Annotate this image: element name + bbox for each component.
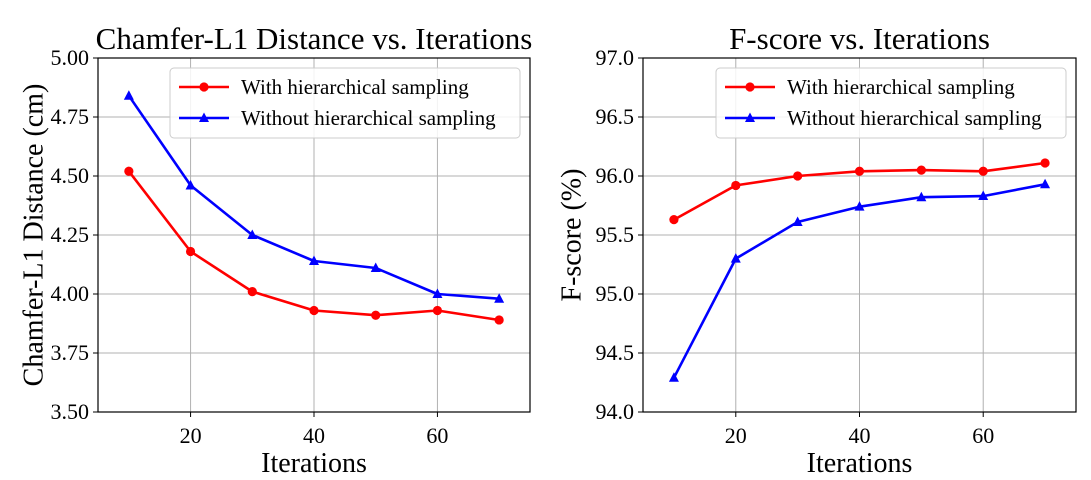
chart2-series-2-point [792,216,803,227]
chart-2: 20 40 60 94.0 94.5 95.0 95.5 96.0 96.5 97.0 F-scor… [557,21,1077,479]
chart2-series-1-point [793,171,803,181]
chart1-series-1-point [494,315,504,325]
chart1-xtick-label: 40 [303,423,325,448]
chart1-series-2-point [123,90,134,100]
chart2-series-1-point [731,180,741,191]
chart2-ytick-label: 96.5 [596,104,635,129]
chart2-series-2-point [668,372,679,382]
chart2-legend: With hierarchical sampling Without hierar… [715,67,1067,139]
chart2-xtick-label: 20 [725,423,747,448]
chart2-series-1-point [854,166,865,176]
chart1-xtick-label: 60 [426,423,448,448]
chart2-legend-label: With hierarchical sampling [787,75,1015,99]
chart1-series-1-point [247,287,257,297]
chart1-series-1-point [185,246,196,257]
chart1-series-1-point [371,310,381,320]
chart2-ytick-label: 95.5 [596,222,635,247]
chart2-legend-marker [745,82,755,92]
chart1-ytick-label: 4.50 [51,163,90,188]
chart1-series-2-point [494,293,505,303]
chart2-xlabel: Iterations [807,448,913,479]
chart1-legend-marker [199,82,209,92]
chart2-series-2-point [1040,178,1051,189]
chart1-ytick-label: 4.00 [51,281,90,306]
chart1-series-1-point [309,305,319,316]
chart2-ytick-label: 94.0 [596,399,635,424]
chart1-series-1-point [432,305,443,316]
chart2-series-1-point [1040,158,1050,168]
chart1-ytick-label: 4.75 [51,104,90,129]
chart1-ytick-label: 5.00 [51,45,90,70]
chart2-series-1-point [916,165,926,175]
chart1-series-2-point [370,262,381,273]
chart2-ytick-label: 95.0 [596,281,635,306]
chart2-series-1-point [669,215,679,225]
chart1-ytick-label: 4.25 [51,222,90,247]
chart-1: 20 40 60 3.50 3.75 4.00 4.25 4.50 4.75 5.00Chamfe… [19,21,533,479]
chart1-legend-box [169,67,521,139]
chart1-legend: With hierarchical sampling Without hierar… [169,67,521,139]
chart2-xtick-label: 40 [849,423,871,448]
chart2-series-2-point [916,191,927,202]
chart2-ytick-label: 96.0 [596,163,635,188]
chart2-ylabel: F-score (%) [557,169,588,302]
chart2-ytick-label: 97.0 [596,45,635,70]
chart1-series-2-point [247,229,258,239]
chart2-ytick-label: 94.5 [596,340,635,365]
chart2-title: F-score vs. Iterations [729,21,990,56]
chart2-series-2-point [978,190,989,201]
chart1-ylabel: Chamfer-L1 Distance (cm) [19,84,50,387]
chart2-legend-marker [745,112,755,122]
chart1-legend-label: Without hierarchical sampling [241,106,496,130]
chart1-legend-marker [199,112,209,122]
chart2-series-2-point [730,253,741,263]
chart1-ytick-label: 3.50 [51,399,90,424]
chart2-series-2-point [854,201,865,211]
chart1-series-2-point [309,255,319,265]
chart1-legend-label: With hierarchical sampling [241,75,469,99]
chart1-ytick-label: 3.75 [51,340,90,365]
chart1-series-2-point [185,179,196,190]
chart2-series-1-point [978,166,988,176]
chart1-series-2-point [432,288,443,298]
chart1-series-1-point [124,166,134,176]
chart1-xtick-label: 20 [180,423,202,448]
chart1-xlabel: Iterations [261,448,367,479]
chart2-legend-box [715,67,1067,139]
chart2-xtick-label: 60 [972,423,994,448]
chart2-legend-label: Without hierarchical sampling [787,106,1042,130]
chart1-title: Chamfer-L1 Distance vs. Iterations [96,21,533,56]
